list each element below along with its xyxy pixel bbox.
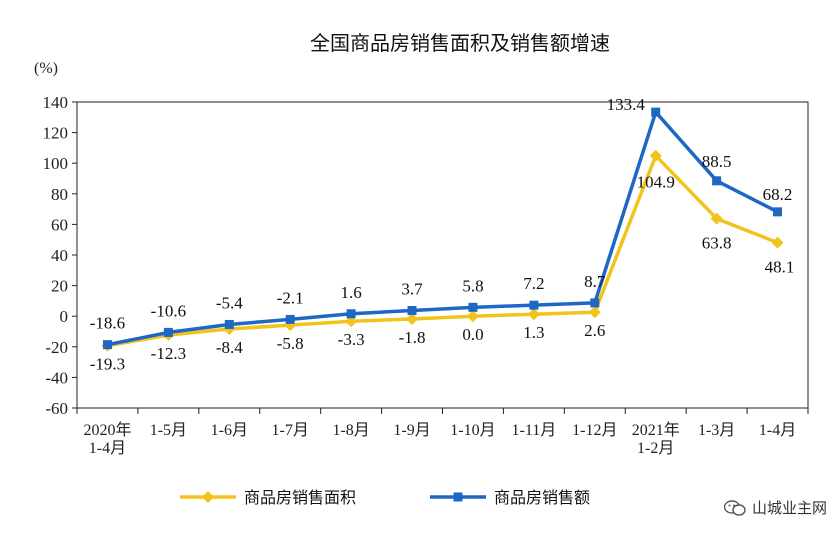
plot-frame — [76, 101, 809, 409]
legend-label: 商品房销售面积 — [244, 488, 356, 507]
watermark: 山城业主网 — [723, 497, 827, 518]
x-tick-label: 1-10月 — [450, 422, 495, 439]
data-label: -5.8 — [277, 334, 304, 353]
data-label: -19.3 — [90, 355, 125, 374]
y-tick-label: 140 — [43, 93, 69, 112]
data-point — [710, 212, 723, 225]
data-label: 3.7 — [401, 280, 423, 299]
data-label: 8.7 — [584, 272, 606, 291]
data-label: 1.6 — [341, 283, 362, 302]
data-label: 133.4 — [607, 95, 646, 114]
data-label: 2.6 — [584, 321, 605, 340]
data-point — [588, 306, 601, 319]
data-point — [468, 302, 478, 312]
data-label: 88.5 — [702, 152, 732, 171]
data-point — [224, 319, 234, 329]
x-tick-label: 2020年 — [83, 421, 131, 439]
data-label: 104.9 — [637, 173, 675, 192]
x-tick-label: 1-6月 — [211, 422, 248, 439]
data-point — [527, 308, 540, 321]
data-label: -8.4 — [216, 338, 243, 357]
data-label: -1.8 — [399, 328, 426, 347]
x-tick-label: 1-5月 — [150, 422, 187, 439]
y-tick-label: 80 — [51, 185, 68, 204]
y-tick-label: 120 — [43, 124, 69, 143]
x-tick-label: 1-9月 — [393, 422, 430, 439]
data-label: 7.2 — [523, 274, 544, 293]
x-tick-label: 1-12月 — [572, 422, 617, 439]
data-label: 1.3 — [523, 323, 544, 342]
y-tick-label: -40 — [45, 368, 68, 387]
data-label: -12.3 — [151, 344, 186, 363]
y-tick-label: -60 — [45, 399, 68, 418]
x-tick-label: 1-4月 — [89, 440, 126, 457]
data-point — [285, 314, 295, 324]
data-label: 68.2 — [763, 185, 793, 204]
y-tick-label: -20 — [45, 338, 68, 357]
y-tick-label: 40 — [51, 246, 68, 265]
x-tick-label: 1-4月 — [759, 422, 796, 439]
x-tick-label: 1-7月 — [272, 422, 309, 439]
wechat-icon — [723, 499, 746, 516]
data-label: 0.0 — [462, 325, 483, 344]
x-tick-label: 1-11月 — [512, 422, 557, 439]
data-point — [771, 236, 784, 249]
data-point — [590, 298, 600, 308]
y-axis-unit-label: (%) — [34, 60, 58, 77]
x-tick-label: 1-3月 — [698, 422, 735, 439]
legend-label: 商品房销售额 — [494, 488, 590, 507]
data-label: -18.6 — [90, 314, 125, 333]
y-tick-label: 0 — [60, 307, 69, 326]
data-label: -3.3 — [338, 330, 365, 349]
data-point — [466, 310, 479, 323]
legend-marker — [202, 491, 214, 503]
x-tick-label: 2021年 — [632, 421, 680, 439]
y-tick-label: 20 — [51, 277, 68, 296]
data-label: 5.8 — [462, 276, 483, 295]
data-point — [651, 107, 661, 117]
y-tick-label: 60 — [51, 215, 68, 234]
data-point — [406, 312, 419, 325]
data-point — [346, 309, 356, 319]
series-line — [107, 153, 779, 348]
data-label: 63.8 — [702, 234, 732, 253]
data-point — [649, 149, 662, 162]
watermark-text: 山城业主网 — [751, 499, 827, 517]
chart-title: 全国商品房销售面积及销售额增速 — [310, 31, 610, 55]
y-tick-label: 100 — [43, 154, 69, 173]
data-label: -10.6 — [151, 301, 186, 320]
legend-marker — [453, 492, 463, 502]
data-point — [407, 306, 417, 316]
data-label: -5.4 — [216, 293, 243, 312]
data-label: -2.1 — [277, 288, 304, 307]
data-point — [529, 300, 539, 310]
x-tick-label: 1-2月 — [637, 440, 674, 457]
data-point — [712, 176, 722, 186]
data-point — [773, 207, 783, 217]
data-point — [102, 340, 112, 350]
data-label: 48.1 — [765, 258, 795, 277]
data-point — [163, 327, 173, 337]
series-line — [107, 110, 779, 347]
x-tick-label: 1-8月 — [332, 422, 369, 439]
